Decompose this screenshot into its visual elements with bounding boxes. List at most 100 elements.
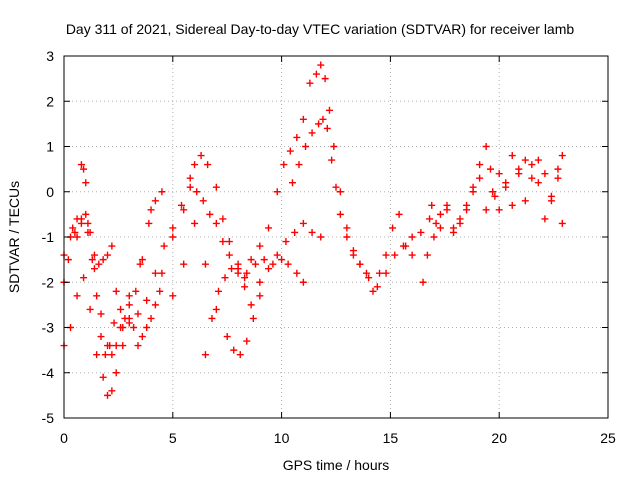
- data-point: [121, 314, 129, 322]
- data-point: [317, 61, 325, 69]
- data-point: [443, 201, 451, 209]
- data-point: [476, 161, 484, 169]
- data-point: [534, 156, 542, 164]
- data-point: [319, 115, 327, 123]
- data-point: [82, 210, 90, 218]
- data-point: [145, 219, 153, 227]
- data-point: [456, 219, 464, 227]
- series-0: [60, 152, 264, 359]
- data-point: [299, 278, 307, 286]
- data-point: [528, 174, 536, 182]
- data-point: [260, 256, 268, 264]
- data-point: [402, 242, 410, 250]
- series-3: [201, 61, 425, 359]
- data-point: [104, 391, 112, 399]
- data-point: [119, 342, 127, 350]
- data-point: [469, 188, 477, 196]
- data-point: [491, 192, 499, 200]
- data-point: [428, 201, 436, 209]
- x-tick-label: 10: [274, 430, 290, 446]
- series-2: [60, 197, 325, 399]
- data-point: [108, 387, 116, 395]
- data-point: [77, 161, 85, 169]
- data-point: [225, 251, 233, 259]
- data-point: [236, 351, 244, 359]
- data-point: [147, 206, 155, 214]
- data-point: [136, 260, 144, 268]
- data-point: [178, 201, 186, 209]
- data-point: [423, 251, 431, 259]
- data-point: [299, 219, 307, 227]
- y-tick-label: -2: [42, 274, 55, 290]
- series-5: [419, 143, 566, 286]
- data-point: [373, 283, 381, 291]
- data-point: [197, 152, 205, 160]
- data-point: [343, 224, 351, 232]
- data-point: [241, 274, 249, 282]
- data-point: [315, 120, 323, 128]
- data-point: [112, 342, 120, 350]
- data-point: [201, 351, 209, 359]
- data-point: [269, 260, 277, 268]
- data-point: [332, 183, 340, 191]
- data-point: [382, 269, 390, 277]
- data-point: [112, 287, 120, 295]
- data-point: [336, 210, 344, 218]
- data-point: [265, 224, 273, 232]
- data-point: [80, 165, 88, 173]
- data-point: [508, 152, 516, 160]
- data-point: [191, 161, 199, 169]
- data-point: [212, 219, 220, 227]
- data-point: [80, 274, 88, 282]
- data-point: [336, 188, 344, 196]
- data-point: [356, 260, 364, 268]
- data-point: [534, 179, 542, 187]
- data-point: [93, 292, 101, 300]
- x-tick-label: 15: [383, 430, 399, 446]
- y-tick-label: 1: [46, 139, 54, 155]
- data-point: [243, 269, 251, 277]
- data-point: [282, 238, 290, 246]
- data-point: [495, 206, 503, 214]
- data-point: [417, 228, 425, 236]
- data-point: [125, 292, 133, 300]
- series-7: [69, 210, 164, 350]
- data-point: [247, 256, 255, 264]
- data-point: [93, 351, 101, 359]
- y-tick-label: -4: [42, 365, 55, 381]
- data-point: [99, 373, 107, 381]
- data-point: [219, 215, 227, 223]
- x-tick-label: 0: [60, 430, 68, 446]
- data-point: [151, 269, 159, 277]
- grid: [64, 56, 608, 418]
- data-point: [193, 188, 201, 196]
- data-point: [151, 301, 159, 309]
- data-point: [64, 256, 72, 264]
- data-point: [158, 188, 166, 196]
- data-point: [108, 242, 116, 250]
- data-point: [186, 183, 194, 191]
- data-point: [99, 256, 107, 264]
- data-point: [138, 333, 146, 341]
- data-point: [508, 201, 516, 209]
- x-tick-label: 25: [600, 430, 616, 446]
- data-point: [489, 188, 497, 196]
- data-point: [521, 197, 529, 205]
- data-point: [362, 269, 370, 277]
- data-point: [349, 251, 357, 259]
- data-point: [234, 269, 242, 277]
- data-point: [391, 251, 399, 259]
- data-point: [97, 310, 105, 318]
- series-4: [288, 115, 416, 295]
- data-point: [134, 342, 142, 350]
- data-point: [71, 228, 79, 236]
- data-point: [280, 161, 288, 169]
- data-point: [302, 143, 310, 150]
- data-point: [191, 219, 199, 227]
- data-point: [86, 305, 94, 313]
- data-point: [104, 342, 112, 350]
- data-point: [151, 197, 159, 205]
- data-point: [201, 260, 209, 268]
- data-point: [212, 305, 220, 313]
- series-1: [60, 183, 307, 359]
